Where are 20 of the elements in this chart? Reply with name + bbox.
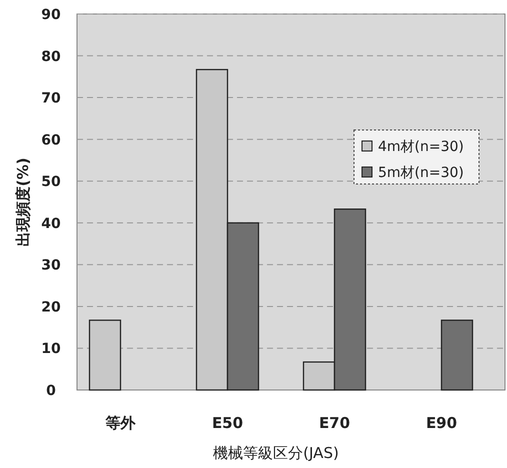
y-tick-label: 30 <box>41 258 61 274</box>
y-axis-title: 出現頻度(%) <box>14 158 32 246</box>
x-axis-title: 機械等級区分(JAS) <box>213 444 339 462</box>
bar <box>88 320 122 391</box>
x-tick-label: E90 <box>426 414 458 432</box>
y-tick-label: 90 <box>41 7 61 23</box>
x-tick-label: 等外 <box>104 414 136 432</box>
y-tick-label: 60 <box>41 132 61 148</box>
legend-label: 5m材(n=30) <box>378 165 464 181</box>
x-tick-label: E50 <box>212 414 244 432</box>
y-tick-label: 50 <box>41 174 61 190</box>
y-tick-label: 40 <box>41 216 61 232</box>
x-tick-label: E70 <box>318 414 350 432</box>
y-tick-label: 80 <box>41 48 61 65</box>
y-tick-label: 20 <box>41 299 61 316</box>
y-tick-label: 0 <box>46 383 56 399</box>
y-tick-label: 70 <box>41 90 61 107</box>
legend-label: 4m材(n=30) <box>378 139 464 155</box>
y-tick-label: 10 <box>41 341 61 358</box>
bar <box>440 320 474 391</box>
